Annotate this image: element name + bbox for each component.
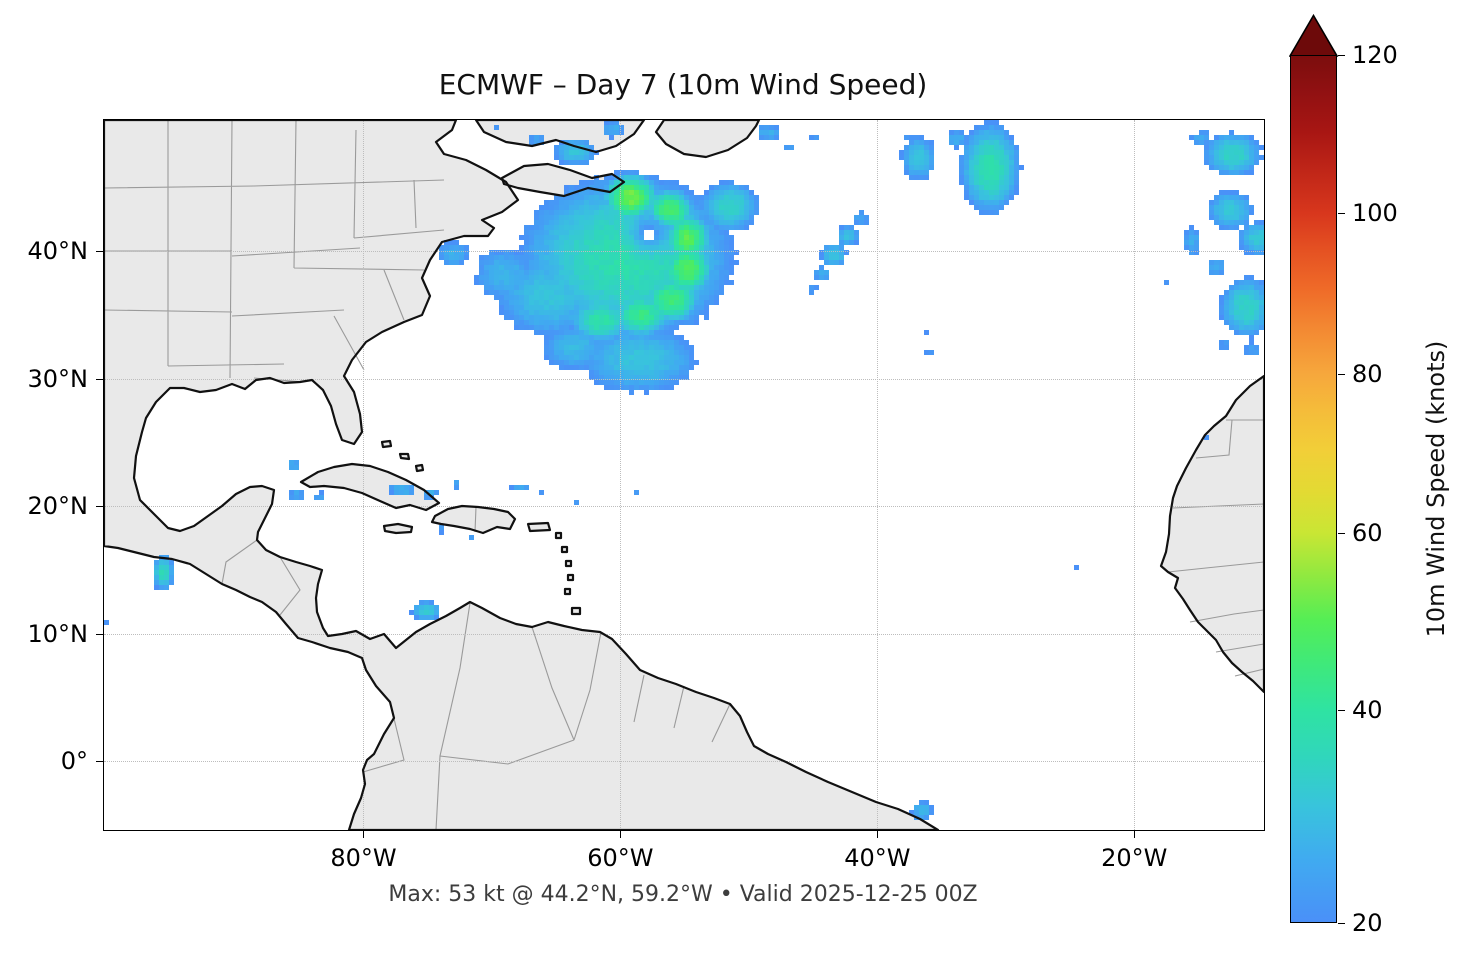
colorbar-tick — [1338, 55, 1345, 56]
gridline-parallel — [104, 251, 1264, 253]
y-axis-tick — [96, 251, 103, 253]
colorbar-tick-label: 60 — [1352, 519, 1383, 548]
wind-speed-field-canvas — [104, 120, 1264, 830]
y-axis-tick — [96, 761, 103, 763]
gridline-meridian — [1134, 120, 1136, 830]
colorbar-tick-label: 40 — [1352, 696, 1383, 725]
colorbar-axis-label: 10m Wind Speed (knots) — [1422, 340, 1450, 638]
y-axis-tick-label: 10°N — [27, 619, 89, 648]
x-axis-tick — [877, 831, 879, 838]
colorbar-gradient — [1290, 55, 1337, 923]
colorbar-tick-label: 80 — [1352, 359, 1383, 388]
y-axis-tick — [96, 378, 103, 380]
y-axis-tick-label: 0° — [60, 747, 88, 776]
x-axis-tick-label: 80°W — [330, 844, 397, 872]
gridline-meridian — [363, 120, 365, 830]
gridline-parallel — [104, 378, 1264, 380]
y-axis-tick-label: 20°N — [27, 492, 89, 521]
colorbar-tick-label: 120 — [1352, 41, 1398, 69]
figure-caption: Max: 53 kt @ 44.2°N, 59.2°W • Valid 2025… — [388, 882, 978, 907]
y-axis-tick — [96, 506, 103, 508]
gridline-parallel — [104, 761, 1264, 763]
colorbar-tick — [1338, 373, 1345, 375]
colorbar-tick — [1338, 710, 1345, 712]
x-axis-tick-label: 20°W — [1101, 844, 1168, 872]
gridline-meridian — [620, 120, 622, 830]
map-plot-area: 80°W 60°W 40°W 20°W 40°N 30°N 20°N 10°N 0° — [28, 119, 1265, 872]
y-axis-tick — [96, 633, 103, 635]
colorbar-tick-label: 100 — [1352, 198, 1398, 227]
colorbar-tick — [1338, 923, 1345, 924]
x-axis-tick — [363, 831, 365, 838]
x-axis-tick-label: 60°W — [587, 844, 654, 872]
coastline-layer — [104, 120, 1264, 830]
y-axis-tick-label: 40°N — [27, 237, 89, 266]
x-axis-tick — [620, 831, 622, 838]
gridline-meridian — [877, 120, 879, 830]
gridline-parallel — [104, 506, 1264, 508]
chart-title: ECMWF – Day 7 (10m Wind Speed) — [438, 68, 928, 101]
x-axis-tick — [1134, 831, 1136, 838]
colorbar-tick-label: 20 — [1352, 909, 1383, 937]
colorbar-tick — [1338, 533, 1345, 535]
colorbar-tick — [1338, 212, 1345, 214]
x-axis-tick-label: 40°W — [844, 844, 911, 872]
y-axis-tick-label: 30°N — [27, 364, 89, 393]
colorbar-extend-arrow-icon — [1289, 14, 1339, 57]
gridline-parallel — [104, 633, 1264, 635]
